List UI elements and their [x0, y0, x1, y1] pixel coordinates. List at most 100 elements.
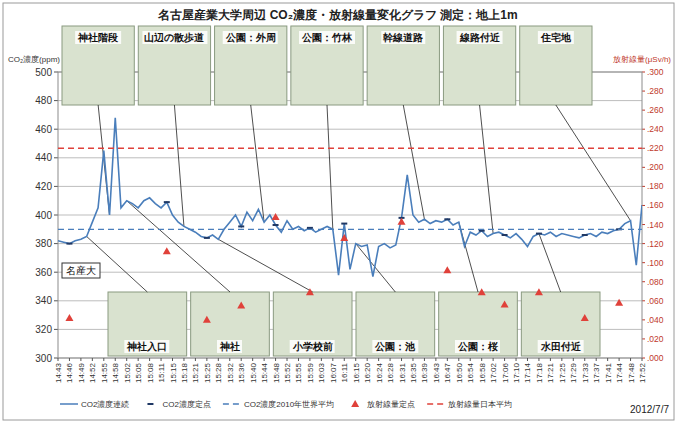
- photo-placeholder: [367, 26, 439, 105]
- x-tick: [275, 358, 276, 361]
- x-tick-label: 15:08: [146, 362, 155, 383]
- x-tick-label: 17:52: [638, 362, 647, 383]
- leader-line: [174, 105, 184, 226]
- y-tick: [54, 243, 58, 244]
- y-tick: [54, 157, 58, 158]
- legend-symbol: [351, 400, 359, 407]
- y-tick-label: 480: [35, 95, 52, 106]
- photo-placeholder: [191, 292, 270, 356]
- y-tick-label: 400: [35, 210, 52, 221]
- x-tick: [332, 358, 333, 361]
- y2-tick-label: .120: [647, 239, 664, 249]
- y2-tick-label: .260: [647, 105, 664, 115]
- legend-symbol: [60, 403, 78, 405]
- photo-annotation: 公園：竹林: [291, 26, 363, 105]
- y2-tick-label: .040: [647, 315, 664, 325]
- x-tick: [367, 358, 368, 361]
- legend-entry: CO2濃度2010年世界平均: [223, 400, 334, 409]
- plot-frame: [58, 72, 642, 358]
- x-tick-label: 15:44: [260, 362, 269, 383]
- x-tick: [58, 358, 59, 361]
- photo-placeholder: [273, 292, 352, 356]
- x-tick-label: 15:40: [249, 362, 258, 383]
- x-tick: [344, 358, 345, 361]
- point-marker: [306, 288, 314, 295]
- label-patch: [538, 340, 584, 353]
- x-tick: [80, 358, 81, 361]
- y2-tick-label: .240: [647, 124, 664, 134]
- y-tick-label: 300: [35, 353, 52, 364]
- label-patch: [223, 31, 278, 44]
- x-tick-label: 16:15: [352, 362, 361, 383]
- point-marker: [238, 225, 244, 227]
- x-tick-label: 17:44: [615, 362, 624, 383]
- grid-line: [58, 272, 642, 273]
- label-patch: [457, 31, 503, 44]
- label-patch: [75, 31, 121, 44]
- photo-placeholder: [291, 26, 363, 105]
- x-tick-label: 15:18: [180, 362, 189, 383]
- y-tick: [54, 329, 58, 330]
- y-tick: [54, 358, 58, 359]
- x-tick-label: 16:50: [455, 362, 464, 383]
- x-tick: [401, 358, 402, 361]
- x-tick-label: 16:20: [363, 362, 372, 383]
- photo-annotation: 神社: [191, 292, 270, 356]
- leader-line: [480, 105, 494, 234]
- x-tick: [412, 358, 413, 361]
- x-tick-label: 15:05: [134, 362, 143, 383]
- x-tick: [378, 358, 379, 361]
- x-tick: [252, 358, 253, 361]
- photo-label: 神社入口: [126, 341, 167, 352]
- point-marker: [444, 218, 450, 220]
- point-marker: [203, 316, 211, 323]
- x-tick-label: 15:59: [306, 362, 315, 383]
- y-tick-label: 420: [35, 181, 52, 192]
- point-marker: [501, 301, 509, 308]
- legend-label: CO2濃度連続: [81, 400, 129, 409]
- point-marker: [163, 247, 171, 254]
- photo-label: 神社階段: [77, 32, 119, 43]
- x-tick: [149, 358, 150, 361]
- x-tick-label: 15:48: [272, 362, 281, 383]
- x-tick: [642, 358, 643, 361]
- y2-tick-label: .220: [647, 143, 664, 153]
- x-tick: [229, 358, 230, 361]
- point-marker: [398, 218, 406, 225]
- x-tick-label: 16:39: [420, 362, 429, 383]
- x-tick: [527, 358, 528, 361]
- series-line: [58, 148, 642, 149]
- legend-label: 放射線量定点: [367, 400, 415, 409]
- x-tick: [504, 358, 505, 361]
- point-marker: [478, 288, 486, 295]
- x-tick: [126, 358, 127, 361]
- x-tick: [596, 358, 597, 361]
- x-tick: [92, 358, 93, 361]
- photo-label: 公園：外周: [225, 32, 276, 43]
- x-tick-label: 17:37: [592, 362, 601, 383]
- x-tick: [493, 358, 494, 361]
- legend-symbol: [427, 403, 445, 405]
- x-tick: [103, 358, 104, 361]
- x-tick: [241, 358, 242, 361]
- y-tick-label: 380: [35, 238, 52, 249]
- y-tick-label: 500: [35, 67, 52, 78]
- x-tick-label: 17:48: [627, 362, 636, 383]
- outer-frame: [3, 3, 674, 420]
- legend-entry: 放射線量日本平均: [427, 400, 512, 409]
- x-tick: [206, 358, 207, 361]
- leader-line: [356, 244, 396, 292]
- x-tick: [69, 358, 70, 361]
- x-tick-label: 17:29: [569, 362, 578, 383]
- point-marker: [479, 230, 485, 232]
- photo-placeholder: [108, 292, 187, 356]
- photo-label: 山辺の散歩道: [144, 32, 205, 43]
- chart-root: 名古屋産業大学周辺 CO₂濃度・放射線量変化グラフ 測定：地上1mCO₂濃度(p…: [0, 0, 677, 423]
- y-tick: [54, 129, 58, 130]
- x-tick-label: 17:33: [581, 362, 590, 383]
- x-tick-label: 17:25: [558, 362, 567, 383]
- x-tick: [607, 358, 608, 361]
- x-tick-label: 16:11: [340, 362, 349, 382]
- point-marker: [502, 234, 508, 236]
- x-tick: [138, 358, 139, 361]
